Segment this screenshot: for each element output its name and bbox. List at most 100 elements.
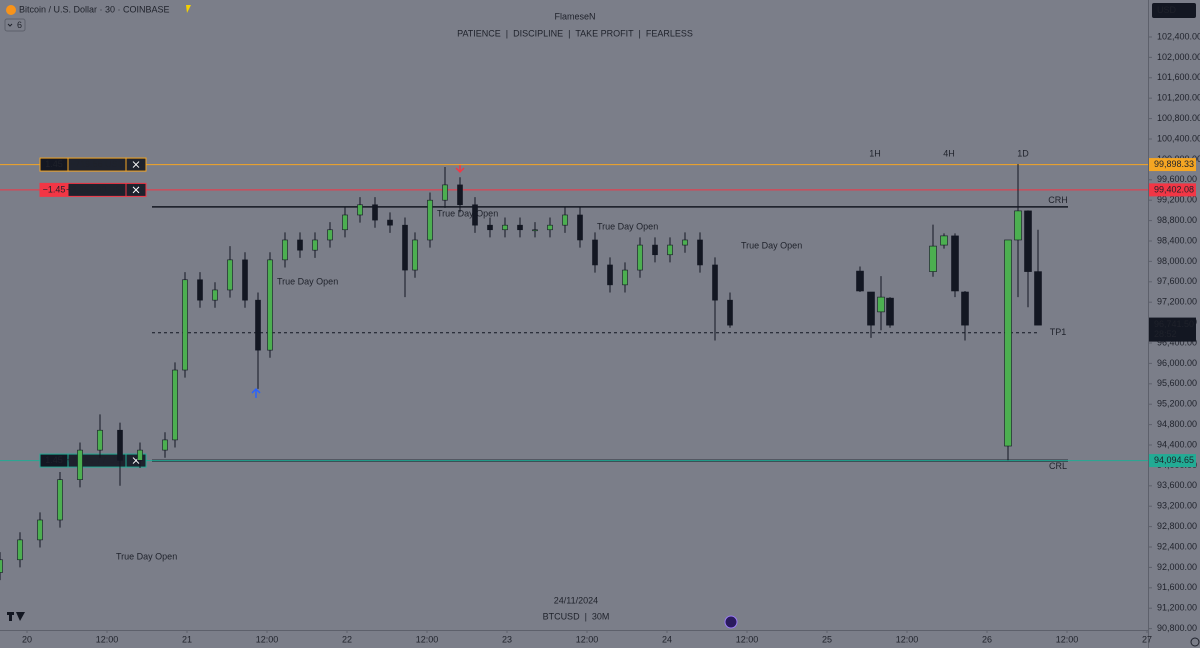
candle-body <box>442 184 448 201</box>
y-tick-label: 97,600.00 <box>1157 276 1197 286</box>
symbol-title: Bitcoin / U.S. Dollar · 30 · COINBASE <box>19 4 170 14</box>
annotation: True Day Open <box>597 221 658 231</box>
y-tick-label: 92,000.00 <box>1157 562 1197 572</box>
candle-body <box>255 299 261 351</box>
y-tick-label: 93,600.00 <box>1157 480 1197 490</box>
settings-icon[interactable] <box>1190 637 1200 647</box>
currency-label: USD <box>1157 5 1177 15</box>
candle-body <box>212 289 218 301</box>
candle-body <box>372 204 378 221</box>
candle-body <box>197 279 203 301</box>
price-tag <box>1149 317 1196 342</box>
candle-body <box>402 224 408 271</box>
position-pnl: +7,695.77 USD <box>66 455 128 465</box>
indicator-toggle[interactable] <box>4 18 26 32</box>
annotation: True Day Open <box>437 208 498 218</box>
annotation: True Day Open <box>277 276 338 286</box>
candle-body <box>961 291 969 326</box>
event-icon[interactable] <box>724 615 738 629</box>
candle-body <box>487 224 493 231</box>
candle-body <box>547 224 553 231</box>
candle-body <box>162 439 168 451</box>
candle-body <box>517 224 523 231</box>
candle-body <box>57 479 63 521</box>
level-label: CRL <box>1049 461 1067 471</box>
position-pnl: +3,853.90 USD <box>66 184 128 194</box>
tv-logo <box>7 612 25 621</box>
y-tick-label: 90,800.00 <box>1157 623 1197 633</box>
candle-body <box>867 291 875 326</box>
x-tick-label: 20 <box>22 634 32 644</box>
y-tick-label: 98,400.00 <box>1157 235 1197 245</box>
currency-button[interactable] <box>1152 3 1196 18</box>
y-tick-label: 91,600.00 <box>1157 582 1197 592</box>
price-tag <box>1149 158 1196 172</box>
candle-body <box>562 214 568 226</box>
x-tick-label: 23 <box>502 634 512 644</box>
y-tick-label: 96,000.00 <box>1157 358 1197 368</box>
candle-body <box>929 245 937 272</box>
candle-body <box>502 224 508 231</box>
y-tick-label: 98,000.00 <box>1157 256 1197 266</box>
x-tick-label: 12:00 <box>256 634 279 644</box>
candle-body <box>592 239 598 266</box>
price-tag <box>1149 183 1196 197</box>
candle-body <box>457 184 463 206</box>
price-tag-label: 96,741.50 <box>1154 319 1194 329</box>
candle-body <box>637 244 643 271</box>
annotation: True Day Open <box>116 551 177 561</box>
sell-arrow <box>455 164 465 174</box>
bitcoin-icon <box>6 5 16 15</box>
y-tick-label: 91,200.00 <box>1157 603 1197 613</box>
price-tag-label: 99,402.08 <box>1154 184 1194 194</box>
x-tick-label: 12:00 <box>1056 634 1079 644</box>
y-tick-label: 98,800.00 <box>1157 215 1197 225</box>
annotation: True Day Open <box>741 240 802 250</box>
candle-body <box>727 299 733 326</box>
watermark-date: 24/11/2024 <box>554 595 598 605</box>
indicator-count: 6 <box>17 20 22 30</box>
candle-body <box>327 229 333 241</box>
candle-body <box>242 259 248 301</box>
candle-body <box>1034 271 1042 326</box>
y-tick-label: 99,200.00 <box>1157 195 1197 205</box>
y-tick-label: 95,200.00 <box>1157 399 1197 409</box>
candle-body <box>17 539 23 561</box>
y-tick-label: 100,400.00 <box>1157 133 1200 143</box>
buy-arrow <box>251 387 261 398</box>
y-tick-label: 93,200.00 <box>1157 501 1197 511</box>
htf-label: 4H <box>943 148 955 158</box>
watermark-title: FlameseN <box>554 11 595 21</box>
y-tick-label: 92,400.00 <box>1157 541 1197 551</box>
x-tick-label: 25 <box>822 634 832 644</box>
y-tick-label: 99,600.00 <box>1157 174 1197 184</box>
x-tick-label: 22 <box>342 634 352 644</box>
candle-body <box>712 264 718 301</box>
y-tick-label: 94,400.00 <box>1157 439 1197 449</box>
candle-body <box>267 259 273 351</box>
x-tick-label: 12:00 <box>96 634 119 644</box>
candle-body <box>427 199 433 241</box>
x-tick-label: 27 <box>1142 634 1152 644</box>
x-tick-label: 21 <box>182 634 192 644</box>
candle-body <box>412 239 418 271</box>
position-qty: 1.45 <box>45 455 63 465</box>
candle-body <box>37 519 43 541</box>
y-tick-label: 102,000.00 <box>1157 52 1200 62</box>
candle-body <box>1024 210 1032 272</box>
y-tick-label: 101,600.00 <box>1157 72 1200 82</box>
y-tick-label: 102,400.00 <box>1157 31 1200 41</box>
candle-body <box>137 449 143 461</box>
x-tick-label: 12:00 <box>576 634 599 644</box>
candle-body <box>117 429 123 461</box>
candle-body <box>652 244 658 256</box>
candle-body <box>622 269 628 286</box>
candle-body <box>951 235 959 292</box>
candle-body <box>856 270 864 292</box>
y-tick-label: 92,800.00 <box>1157 521 1197 531</box>
candle-body <box>667 244 673 256</box>
position-qty: 1.45 <box>45 159 63 169</box>
y-tick-label: 96,400.00 <box>1157 337 1197 347</box>
